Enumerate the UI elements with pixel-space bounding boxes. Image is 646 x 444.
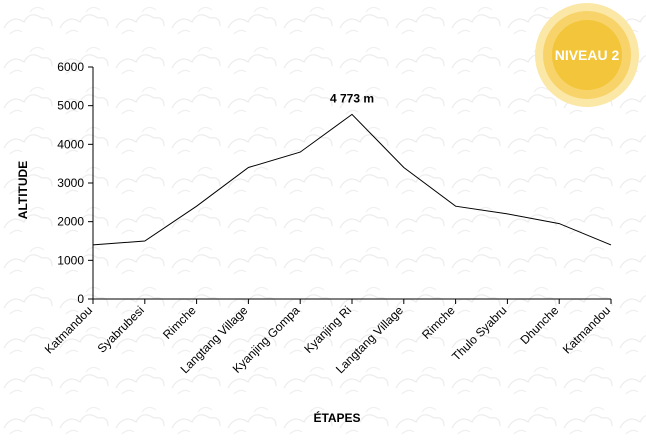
peak-annotation: 4 773 m — [330, 91, 374, 105]
level-badge: NIVEAU 2 — [535, 3, 639, 107]
y-tick-label: 2000 — [57, 215, 84, 229]
altitude-series-line — [92, 113, 612, 246]
badge-label: NIVEAU 2 — [555, 47, 620, 63]
y-tick-label: 4000 — [57, 137, 84, 151]
x-axis-title: ÉTAPES — [313, 410, 360, 425]
y-tick-label: 0 — [77, 292, 84, 306]
y-tick-label: 1000 — [57, 253, 84, 267]
y-tick-label: 3000 — [57, 176, 84, 190]
y-axis-ticks: 0 1000 2000 3000 4000 5000 6000 — [57, 60, 93, 306]
y-tick-label: 6000 — [57, 60, 84, 74]
y-tick-label: 5000 — [57, 99, 84, 113]
badge-core — [552, 20, 622, 90]
y-axis-title: ALTITUDE — [16, 161, 30, 219]
